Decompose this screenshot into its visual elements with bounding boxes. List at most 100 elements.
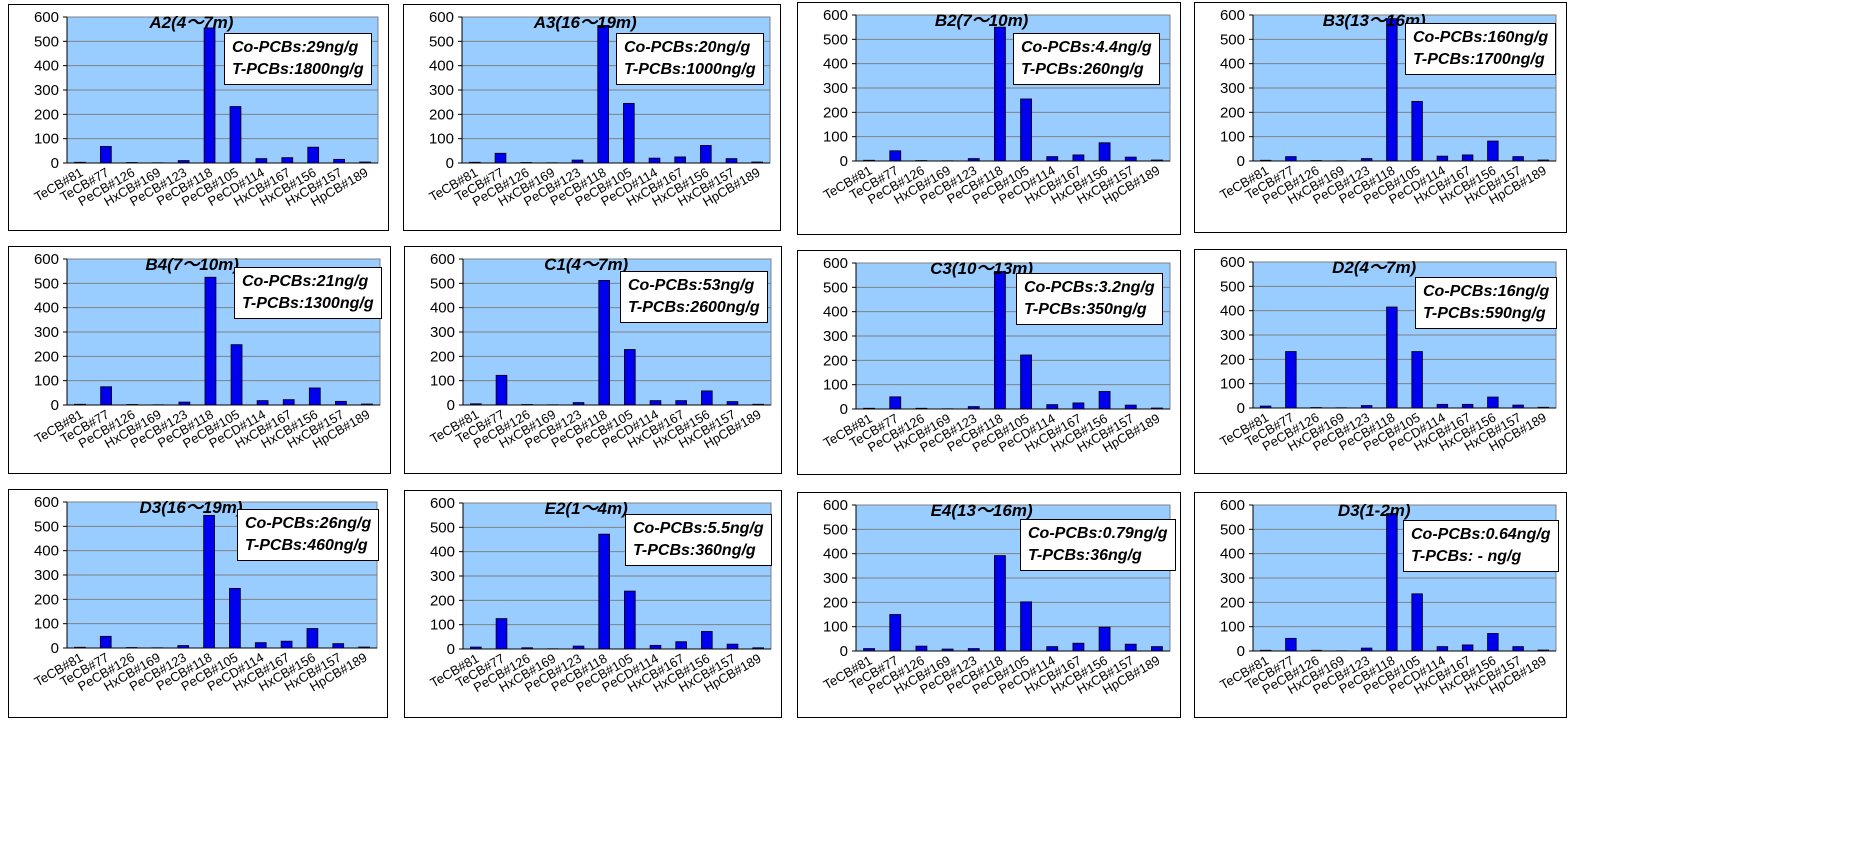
bar-HxCB#167	[1461, 154, 1474, 162]
y-tick-label: 100	[34, 373, 59, 390]
bar-HxCB#157	[1512, 646, 1524, 652]
y-tick-label: 600	[430, 495, 455, 512]
bar-TeCB#77	[1285, 637, 1297, 652]
bar-PeCD#114	[1046, 646, 1059, 652]
chart-svg: 0100200300400500600TeCB#81TeCB#77PeCB#12…	[1217, 7, 1557, 207]
chart-title: A2(4〜7m)	[148, 13, 233, 32]
chart-panel: 0 100 200 300 400 500 600 TeCB#81 TeCB#77 PeCB#12…	[1194, 492, 1567, 718]
y-tick-label: 600	[1220, 497, 1245, 514]
bar-PeCB#126	[1310, 649, 1322, 652]
chart-panel: 0 100 200 300 400 500 600 TeCB#81 TeCB#77 PeCB#12…	[8, 489, 388, 718]
annotation-line: Co-PCBs:5.5ng/g	[633, 520, 764, 537]
pcb-annotation-box: Co-PCBs:16ng/g T-PCBs:590ng/g	[1415, 277, 1558, 329]
annotation-line: Co-PCBs:16ng/g	[1423, 283, 1550, 300]
y-tick-label: 600	[1220, 7, 1245, 24]
annotation-line: T-PCBs:1700ng/g	[1413, 51, 1545, 68]
y-tick-label: 400	[34, 58, 59, 75]
y-tick-label: 500	[34, 33, 59, 50]
bar-TeCB#77	[889, 396, 902, 410]
y-tick-label: 200	[1220, 104, 1245, 121]
chart-title: D3(16〜19m)	[140, 498, 243, 517]
bar-HxCB#167	[1072, 642, 1085, 652]
pcb-annotation-box: Co-PCBs:20ng/g T-PCBs:1000ng/g	[616, 33, 764, 85]
chart-svg: 0100200300400500600TeCB#81TeCB#77PeCB#12…	[821, 255, 1171, 455]
y-tick-label: 100	[34, 131, 59, 148]
chart-title: D2(4〜7m)	[1332, 258, 1416, 277]
bar-HxCB#169	[941, 648, 954, 652]
chart-title: D3(1-2m)	[1338, 501, 1411, 520]
chart-title: E4(13〜16m)	[931, 501, 1033, 520]
bar-PeCB#118	[994, 555, 1006, 652]
y-tick-label: 200	[823, 104, 848, 121]
y-tick-label: 300	[430, 324, 455, 341]
y-tick-label: 300	[429, 82, 454, 99]
bar-TeCB#81	[74, 646, 86, 649]
y-tick-label: 400	[1220, 56, 1245, 73]
bar-PeCB#105	[230, 344, 243, 406]
y-tick-label: 200	[34, 106, 59, 123]
y-tick-label: 500	[429, 33, 454, 50]
bar-HxCB#167	[280, 640, 293, 649]
y-tick-label: 200	[429, 106, 454, 123]
y-tick-label: 100	[823, 129, 848, 146]
bar-PeCD#114	[1436, 155, 1449, 162]
annotation-line: Co-PCBs:29ng/g	[232, 39, 359, 56]
pcb-annotation-box: Co-PCBs:5.5ng/g T-PCBs:360ng/g	[625, 514, 772, 566]
y-tick-label: 500	[1220, 278, 1245, 295]
y-tick-label: 500	[34, 275, 59, 292]
bar-PeCB#118	[598, 280, 610, 406]
bar-PeCB#118	[598, 533, 610, 650]
y-tick-label: 400	[430, 300, 455, 317]
annotation-line: T-PCBs:2600ng/g	[628, 299, 760, 316]
bar-PeCB#118	[994, 26, 1006, 162]
y-tick-label: 0	[51, 397, 59, 414]
y-tick-label: 200	[430, 592, 455, 609]
chart-panel: 0 100 200 300 400 500 600 TeCB#81 TeCB#77 PeCB#12…	[1194, 249, 1567, 474]
bar-PeCB#118	[1386, 306, 1398, 409]
bar-PeCB#118	[203, 27, 216, 164]
bar-PeCD#114	[649, 644, 662, 650]
y-tick-label: 300	[1220, 570, 1245, 587]
bar-PeCD#114	[1436, 403, 1449, 409]
bar-HxCB#157	[334, 400, 347, 406]
y-tick-label: 400	[429, 58, 454, 75]
bar-TeCB#81	[74, 403, 86, 406]
bar-HpCB#189	[1537, 159, 1550, 162]
y-tick-label: 600	[34, 251, 59, 268]
y-tick-label: 500	[823, 31, 848, 48]
chart-panel: 0 100 200 300 400 500 600 TeCB#81 TeCB#77 PeCB#12…	[797, 250, 1181, 475]
chart-panel: 0 100 200 300 400 500 600 TeCB#81 TeCB#77 PeCB#12…	[404, 246, 782, 474]
bar-TeCB#81	[74, 161, 86, 164]
chart-title: A3(16〜19m)	[533, 13, 637, 32]
bar-PeCB#126	[915, 645, 928, 652]
bar-HxCB#157	[1512, 156, 1524, 162]
y-tick-label: 300	[823, 570, 848, 587]
pcb-annotation-box: Co-PCBs:160ng/g T-PCBs:1700ng/g	[1405, 23, 1557, 75]
annotation-line: T-PCBs:350ng/g	[1024, 301, 1147, 318]
y-tick-label: 500	[430, 275, 455, 292]
bar-HxCB#167	[1072, 402, 1085, 410]
y-tick-label: 300	[1220, 327, 1245, 344]
chart-title: E2(1〜4m)	[545, 499, 628, 518]
pcb-annotation-box: Co-PCBs:0.79ng/g T-PCBs:36ng/g	[1020, 519, 1176, 571]
bar-TeCB#81	[863, 648, 875, 652]
bar-PeCB#123	[177, 160, 190, 164]
y-tick-label: 0	[1237, 400, 1245, 417]
y-tick-label: 200	[430, 348, 455, 365]
chart-svg: 0100200300400500600TeCB#81TeCB#77PeCB#12…	[32, 251, 381, 451]
bar-HxCB#156	[1487, 633, 1499, 652]
bar-PeCD#114	[649, 400, 662, 406]
pcb-annotation-box: Co-PCBs:53ng/g T-PCBs:2600ng/g	[620, 271, 768, 323]
bar-HxCB#167	[1461, 403, 1474, 409]
y-tick-label: 400	[1220, 303, 1245, 320]
bar-PeCB#105	[1020, 354, 1032, 410]
y-tick-label: 600	[823, 255, 848, 272]
annotation-line: Co-PCBs:20ng/g	[624, 39, 751, 56]
annotation-line: T-PCBs:1000ng/g	[624, 61, 756, 78]
bar-HxCB#157	[333, 158, 345, 164]
y-tick-label: 100	[429, 131, 454, 148]
annotation-line: Co-PCBs:26ng/g	[245, 515, 372, 532]
y-tick-label: 500	[34, 518, 59, 535]
y-tick-label: 100	[823, 619, 848, 636]
pcb-annotation-box: Co-PCBs:4.4ng/g T-PCBs:260ng/g	[1013, 33, 1160, 85]
